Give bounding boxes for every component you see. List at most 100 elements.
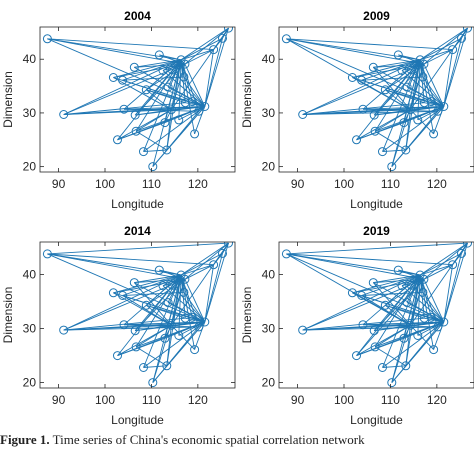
network-node	[463, 27, 472, 33]
network-node	[368, 62, 378, 72]
network-edge	[361, 274, 421, 296]
network-edge	[122, 295, 172, 326]
network-edge	[180, 242, 229, 276]
network-edge	[166, 326, 200, 367]
network-node	[418, 287, 428, 297]
network-edge	[405, 111, 439, 151]
network-node	[401, 145, 411, 155]
network-edge	[143, 59, 182, 152]
network-edge	[410, 242, 468, 326]
x-tick-label: 90	[291, 393, 305, 407]
network-edge	[146, 89, 172, 111]
y-axis-label: Dimension	[1, 71, 15, 128]
network-edge	[117, 59, 182, 141]
network-node	[369, 110, 379, 120]
network-node	[433, 322, 443, 332]
network-node	[118, 291, 128, 300]
network-node	[174, 331, 184, 340]
figure-caption-label: Figure 1.	[0, 432, 50, 447]
network-edge	[391, 63, 425, 167]
network-edge	[382, 59, 421, 152]
x-axis-label: Longitude	[350, 413, 403, 427]
y-axis-label: Dimension	[240, 71, 254, 128]
network-edge	[406, 302, 445, 323]
edge-group	[281, 27, 472, 172]
network-edge	[117, 337, 166, 357]
y-tick-label: 30	[262, 106, 276, 120]
network-edge	[135, 346, 168, 367]
y-tick-label: 30	[23, 106, 37, 120]
network-edge	[184, 264, 214, 280]
network-edge	[178, 106, 206, 121]
network-node	[406, 280, 416, 290]
network-edge	[405, 109, 411, 151]
network-edge	[419, 59, 425, 65]
network-edge	[405, 59, 421, 151]
network-edge	[183, 292, 206, 323]
chart-panel-2004: 90 100 110 120 20 30 40 2004 Longitude Dimension	[1, 9, 236, 211]
network-edge	[286, 38, 424, 65]
network-node	[352, 351, 361, 361]
network-edge	[171, 27, 229, 110]
y-tick-label: 20	[262, 376, 276, 390]
network-edge	[167, 302, 206, 323]
network-edge	[162, 285, 206, 323]
network-edge	[422, 292, 445, 323]
y-axis-label: Dimension	[240, 287, 254, 344]
network-edge	[361, 295, 444, 323]
network-edge	[123, 106, 205, 110]
network-node	[281, 249, 291, 259]
network-node	[174, 115, 184, 125]
network-node	[131, 126, 141, 136]
edge-group	[42, 27, 233, 172]
network-node	[180, 274, 190, 284]
network-edge	[113, 77, 172, 111]
network-edge	[123, 324, 199, 328]
network-edge	[361, 295, 411, 326]
network-edge	[122, 79, 205, 107]
network-edge	[164, 325, 172, 339]
network-edge	[352, 274, 421, 294]
network-edge	[410, 27, 468, 110]
network-edge	[47, 38, 185, 65]
network-node	[347, 73, 357, 82]
network-edge	[362, 324, 438, 328]
network-edge	[419, 264, 453, 276]
network-node	[180, 59, 190, 69]
x-axis-label: Longitude	[111, 413, 164, 427]
network-edge	[410, 285, 445, 323]
network-node	[429, 345, 439, 355]
network-node	[399, 333, 409, 343]
network-node	[179, 72, 189, 82]
network-edge	[180, 59, 186, 65]
network-node	[402, 298, 412, 308]
network-edge	[362, 321, 444, 326]
network-edge	[302, 274, 421, 331]
network-node	[141, 85, 151, 95]
x-axis-label: Longitude	[111, 197, 164, 211]
network-node	[187, 97, 197, 107]
plot-area	[40, 27, 235, 172]
y-tick-label: 30	[262, 322, 276, 336]
x-tick-label: 110	[381, 177, 400, 191]
x-tick-label: 110	[381, 393, 400, 407]
network-node	[209, 45, 219, 55]
network-node	[130, 110, 140, 120]
network-edge	[143, 321, 206, 368]
network-edge	[184, 63, 206, 107]
network-edge	[401, 285, 445, 323]
network-node	[42, 249, 52, 259]
x-tick-label: 120	[427, 177, 447, 191]
network-edge	[178, 59, 182, 120]
network-node	[457, 248, 466, 258]
network-edge	[356, 274, 421, 356]
network-edge	[374, 324, 411, 332]
plot-area	[279, 27, 474, 172]
network-edge	[286, 38, 453, 51]
network-node	[433, 106, 443, 116]
network-node	[162, 145, 172, 155]
network-edge	[166, 111, 200, 151]
x-tick-label: 110	[142, 393, 161, 407]
network-edge	[417, 274, 421, 336]
network-node	[209, 260, 219, 270]
